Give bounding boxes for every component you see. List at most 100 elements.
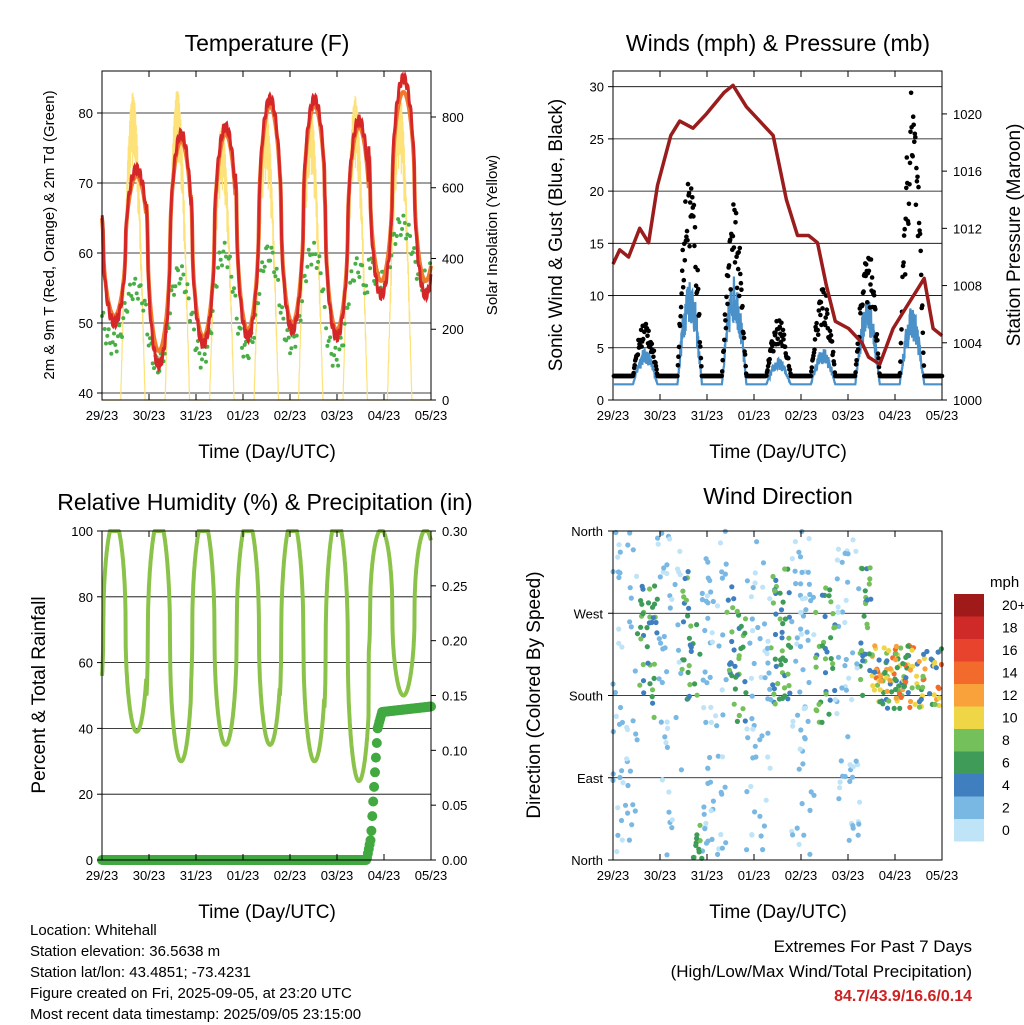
- direction-point: [776, 696, 783, 702]
- gust-point: [904, 155, 910, 160]
- gust-point: [820, 306, 825, 311]
- colorbar-label: 8: [1002, 732, 1010, 748]
- dewpoint-point: [372, 279, 377, 283]
- dewpoint-point: [176, 268, 180, 273]
- x-tick-label: 03/23: [321, 868, 354, 883]
- direction-point: [826, 711, 832, 717]
- y2-tick-label: 0.15: [442, 689, 467, 704]
- direction-point: [627, 530, 633, 536]
- dewpoint-point: [357, 275, 362, 279]
- gust-point: [635, 352, 641, 357]
- direction-point: [748, 783, 754, 790]
- dewpoint-point: [356, 270, 361, 275]
- direction-point: [619, 768, 625, 774]
- direction-point: [765, 754, 771, 760]
- direction-point: [914, 673, 920, 679]
- direction-point: [702, 669, 708, 675]
- extremes-values: 84.7/43.9/16.6/0.14: [834, 988, 972, 1005]
- gust-point: [742, 352, 748, 357]
- direction-point: [629, 822, 635, 828]
- direction-point: [731, 596, 737, 602]
- direction-point: [842, 663, 848, 669]
- direction-point: [838, 758, 844, 764]
- direction-point: [752, 570, 758, 576]
- direction-point: [701, 811, 707, 817]
- station-latlon: Station lat/lon: 43.4851; -73.4231: [30, 964, 252, 981]
- gust-point: [899, 327, 904, 332]
- colorbar-label: 12: [1002, 687, 1018, 703]
- gust-point: [863, 262, 869, 267]
- pressure-series: [611, 83, 944, 366]
- dewpoint-point: [346, 302, 351, 307]
- dewpoint-point: [354, 256, 359, 261]
- direction-point: [678, 767, 685, 773]
- direction-point: [625, 782, 631, 789]
- direction-point: [866, 651, 872, 657]
- direction-point: [808, 789, 814, 795]
- station-location: Location: Whitehall: [30, 922, 157, 939]
- direction-point: [830, 665, 836, 672]
- direction-point: [921, 651, 927, 657]
- direction-point: [686, 663, 692, 669]
- winds-ylabel-right: Station Pressure (Maroon): [1004, 124, 1024, 347]
- dewpoint-point: [120, 335, 124, 339]
- direction-point: [771, 686, 778, 692]
- direction-point: [915, 684, 921, 690]
- y2-tick-label: 0.20: [442, 634, 467, 649]
- direction-point: [692, 681, 698, 687]
- direction-point: [715, 753, 721, 759]
- direction-point: [770, 600, 777, 606]
- gust-point: [723, 318, 728, 323]
- direction-point: [755, 624, 761, 631]
- dewpoint-point: [192, 327, 196, 332]
- direction-point: [903, 675, 909, 681]
- direction-point: [799, 596, 806, 602]
- direction-point: [933, 665, 939, 671]
- dewpoint-point: [280, 305, 285, 310]
- direction-point: [855, 832, 861, 838]
- direction-point: [617, 570, 623, 576]
- direction-point: [828, 635, 834, 641]
- gust-point: [651, 354, 656, 360]
- gust-point: [645, 333, 650, 339]
- gust-point: [699, 364, 704, 369]
- y-tick-label: 15: [590, 236, 604, 251]
- direction-point: [675, 622, 681, 628]
- x-tick-label: 05/23: [926, 408, 959, 423]
- direction-point: [675, 647, 682, 653]
- direction-point: [867, 576, 873, 582]
- direction-point: [797, 689, 803, 695]
- direction-point: [840, 773, 846, 779]
- dewpoint-point: [334, 357, 339, 362]
- colorbar-label: 18: [1002, 620, 1018, 636]
- direction-point: [627, 768, 634, 774]
- direction-point: [798, 626, 804, 632]
- direction-point: [856, 821, 862, 827]
- gust-point: [685, 181, 691, 187]
- direction-point: [652, 583, 658, 589]
- direction-point: [615, 805, 621, 811]
- dewpoint-point: [332, 353, 337, 358]
- dewpoint-point: [341, 343, 346, 348]
- colorbar-title: mph: [990, 574, 1019, 591]
- direction-point: [687, 682, 693, 688]
- direction-point: [886, 648, 892, 654]
- direction-point: [935, 649, 941, 655]
- dewpoint-point: [330, 363, 335, 368]
- gust-point: [643, 321, 649, 327]
- direction-point: [664, 562, 670, 568]
- gust-point: [726, 263, 732, 268]
- gust-point: [743, 363, 748, 369]
- direction-point: [694, 835, 700, 842]
- y2-tick-label: 600: [442, 181, 464, 196]
- y-tick-label: 100: [71, 524, 93, 539]
- direction-point: [790, 718, 796, 725]
- direction-point: [856, 586, 862, 592]
- colorbar-label: 4: [1002, 777, 1010, 793]
- gust-point: [865, 300, 870, 305]
- direction-point: [920, 673, 926, 680]
- direction-point: [916, 704, 923, 710]
- gust-point: [675, 363, 681, 368]
- colorbar-label: 20+: [1002, 597, 1024, 613]
